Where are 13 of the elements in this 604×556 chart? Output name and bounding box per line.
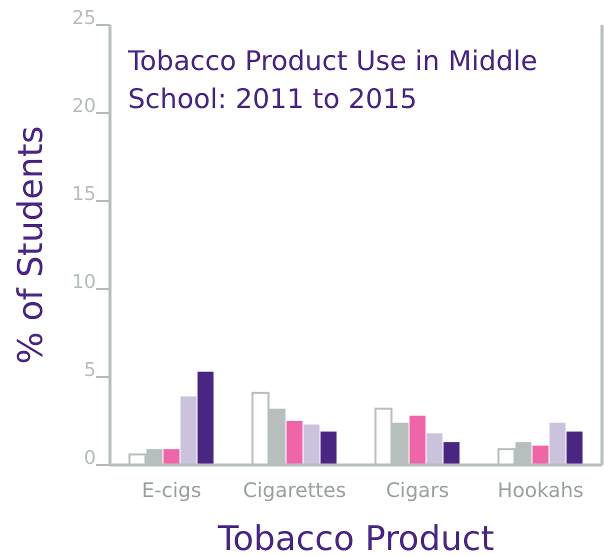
x-tick-label: Cigarettes	[243, 478, 346, 502]
y-tick-label: 25	[72, 7, 96, 29]
x-tick-label: Hookahs	[497, 478, 584, 502]
y-tick-label: 5	[84, 359, 96, 381]
text: Tobacco Product Use in Middle School: 2011 to 2015	[127, 46, 538, 115]
y-tick-label: 0	[84, 447, 96, 469]
y-tick-label: 20	[72, 95, 96, 117]
y-tick-label: 15	[72, 183, 96, 205]
y-axis-title: % of Students	[11, 126, 51, 364]
x-tick-label: E-cigs	[142, 478, 202, 502]
x-tick-label: Cigars	[386, 478, 450, 502]
y-tick-label: 10	[72, 271, 96, 293]
x-axis-title: Tobacco Product	[216, 519, 494, 556]
